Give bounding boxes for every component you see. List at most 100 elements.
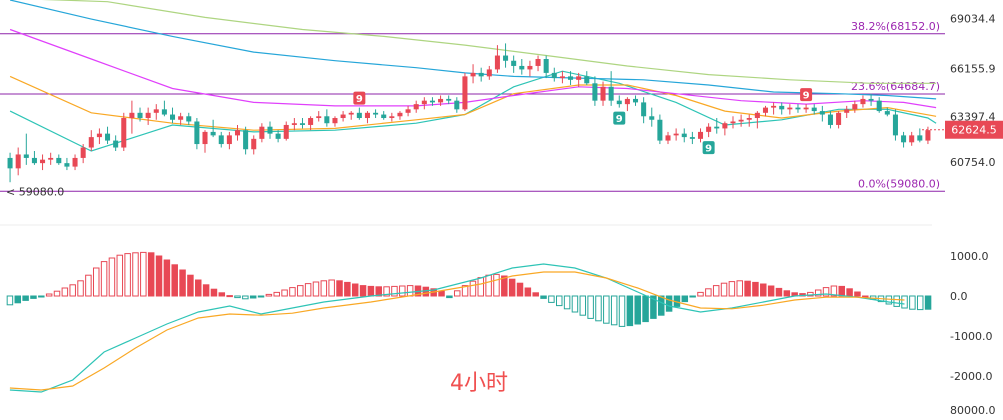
candle-body (657, 119, 663, 141)
macd-histogram-bar (665, 295, 673, 312)
macd-histogram-bar (383, 286, 390, 297)
macd-histogram-bar (265, 293, 273, 297)
macd-histogram-bar (100, 261, 108, 297)
candle-body (397, 112, 403, 117)
macd-histogram-bar (6, 295, 14, 306)
candle-body (632, 98, 639, 103)
candle-body (267, 126, 273, 134)
candle-body (153, 109, 159, 113)
fib-label-2: 0.0%(59080.0) (858, 177, 940, 190)
candle-body (23, 154, 29, 158)
candle-body (494, 55, 500, 70)
macd-histogram-bar (830, 285, 838, 297)
candle-body (754, 112, 760, 119)
price-axis-tick-2: 63397.4 (950, 110, 996, 123)
candle-body (681, 133, 687, 138)
td-marker-bg-0 (353, 91, 366, 105)
macd-histogram-bar (744, 280, 751, 297)
td-marker-label-3: 9 (803, 91, 810, 102)
candle-body (15, 154, 21, 169)
candle-body (584, 76, 590, 84)
last-price-badge (945, 120, 1003, 139)
candle-body (673, 133, 679, 136)
td-marker-label-0: 9 (356, 94, 363, 105)
candle-body (178, 116, 184, 120)
candle-body (56, 157, 62, 164)
macd-histogram-bar (124, 253, 131, 297)
candle-body (381, 114, 387, 119)
macd-histogram-bar (634, 295, 641, 325)
macd-dea-line (9, 271, 905, 391)
candle-body (608, 86, 614, 101)
candle-body (811, 107, 817, 112)
macd-histogram-bar (532, 292, 539, 297)
candle-body (592, 83, 598, 101)
macd-histogram-bar (838, 285, 846, 297)
candle-body (31, 157, 37, 164)
macd-histogram-bar (885, 295, 893, 305)
macd-histogram-bar (485, 274, 492, 297)
candle-body (40, 159, 46, 164)
macd-histogram-bar (453, 290, 461, 297)
macd-histogram-bar (697, 291, 704, 297)
candle-body (348, 112, 354, 115)
macd-histogram-bar (163, 259, 171, 297)
candle-body (860, 98, 866, 105)
candle-body (909, 135, 915, 143)
macd-histogram-bar (336, 280, 343, 297)
macd-histogram-bar (116, 254, 124, 297)
macd-histogram-bar (618, 295, 626, 327)
candle-body (72, 157, 78, 167)
macd-histogram-bar (548, 295, 555, 303)
td-marker-bg-1 (613, 111, 626, 125)
macd-histogram-bar (446, 295, 453, 299)
candle-body (373, 112, 379, 115)
ma-line-2 (9, 28, 937, 109)
macd-axis-tick-0: 1000.0 (950, 250, 989, 263)
ma-line-3 (9, 0, 937, 100)
macd-histogram-bar (587, 295, 594, 319)
macd-histogram-bar (595, 295, 602, 322)
candle-body (275, 133, 281, 139)
macd-histogram-bar (132, 252, 139, 297)
td-marker-bg-3 (800, 88, 813, 102)
candle-body (454, 100, 460, 110)
candle-body (649, 116, 655, 120)
price-axis-tick-0: 69034.4 (950, 12, 996, 25)
candle-body (543, 59, 549, 73)
macd-histogram-bar (289, 287, 296, 297)
macd-histogram-bar (524, 287, 532, 297)
macd-histogram-bar (38, 295, 45, 298)
candle-body (121, 118, 127, 148)
macd-histogram-bar (226, 295, 233, 298)
macd-histogram-bar (351, 283, 359, 297)
macd-histogram-bar (69, 284, 76, 297)
candle-body (852, 104, 858, 110)
td-marker-bg-2 (702, 141, 715, 155)
candle-body (332, 118, 338, 124)
macd-histogram-bar (202, 284, 210, 297)
candle-body (795, 107, 801, 110)
last-price-label: 62624.5 (951, 124, 997, 137)
bottom-right-tick: 80000.0 (950, 404, 996, 417)
candle-body (96, 133, 102, 138)
candle-body (283, 124, 289, 139)
macd-histogram-bar (807, 291, 814, 297)
fib-label-1: 23.6%(64684.7) (851, 80, 940, 93)
macd-histogram-bar (147, 252, 155, 297)
macd-histogram-bar (179, 269, 186, 297)
candle-body (7, 157, 13, 169)
macd-histogram-bar (367, 285, 375, 297)
candle-body (689, 137, 695, 139)
timeframe-watermark: 4小时 (450, 371, 508, 396)
candle-body (641, 102, 647, 117)
macd-histogram-bar (320, 280, 328, 297)
candle-body (779, 105, 785, 110)
macd-histogram-bar (281, 289, 288, 297)
candle-body (624, 98, 630, 105)
candle-body (746, 118, 752, 120)
macd-histogram-bar (767, 285, 775, 297)
macd-histogram-bar (344, 281, 351, 297)
